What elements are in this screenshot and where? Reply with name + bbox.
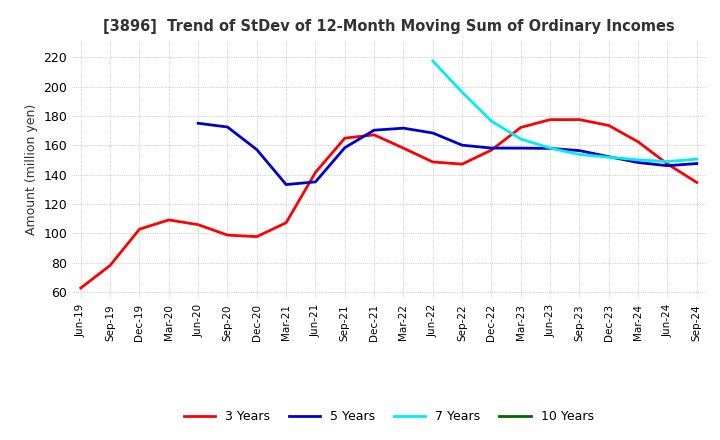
- 3 Years: [135, 227, 144, 232]
- Line: 7 Years: 7 Years: [433, 61, 697, 161]
- 5 Years: [253, 147, 261, 152]
- 3 Years: [194, 222, 202, 227]
- 5 Years: [487, 146, 496, 151]
- 7 Years: [516, 136, 525, 142]
- 5 Years: [605, 154, 613, 159]
- 7 Years: [546, 146, 554, 151]
- 3 Years: [605, 123, 613, 128]
- 5 Years: [693, 161, 701, 166]
- 5 Years: [634, 160, 642, 165]
- 3 Years: [282, 220, 290, 225]
- 3 Years: [399, 146, 408, 151]
- 5 Years: [546, 146, 554, 151]
- 3 Years: [487, 147, 496, 153]
- 7 Years: [428, 59, 437, 64]
- 3 Years: [164, 217, 173, 223]
- Title: [3896]  Trend of StDev of 12-Month Moving Sum of Ordinary Incomes: [3896] Trend of StDev of 12-Month Moving…: [103, 19, 675, 34]
- 5 Years: [575, 148, 584, 153]
- 3 Years: [663, 161, 672, 167]
- 5 Years: [223, 125, 232, 130]
- 5 Years: [516, 146, 525, 151]
- 3 Years: [428, 159, 437, 165]
- 3 Years: [546, 117, 554, 122]
- 7 Years: [575, 152, 584, 157]
- 3 Years: [458, 161, 467, 167]
- 5 Years: [458, 143, 467, 148]
- 3 Years: [76, 286, 85, 291]
- 5 Years: [282, 182, 290, 187]
- Line: 3 Years: 3 Years: [81, 120, 697, 288]
- 3 Years: [575, 117, 584, 122]
- 3 Years: [693, 180, 701, 185]
- 7 Years: [693, 157, 701, 162]
- 5 Years: [663, 163, 672, 169]
- 7 Years: [634, 157, 642, 162]
- 3 Years: [370, 132, 379, 137]
- 7 Years: [663, 159, 672, 164]
- 7 Years: [458, 90, 467, 95]
- 5 Years: [428, 130, 437, 136]
- Legend: 3 Years, 5 Years, 7 Years, 10 Years: 3 Years, 5 Years, 7 Years, 10 Years: [179, 405, 598, 428]
- 3 Years: [311, 170, 320, 175]
- 3 Years: [341, 136, 349, 141]
- 3 Years: [223, 232, 232, 238]
- 5 Years: [399, 125, 408, 131]
- 5 Years: [311, 179, 320, 184]
- 3 Years: [516, 125, 525, 130]
- Line: 5 Years: 5 Years: [198, 123, 697, 184]
- 3 Years: [253, 234, 261, 239]
- 5 Years: [370, 128, 379, 133]
- 5 Years: [341, 145, 349, 150]
- 5 Years: [194, 121, 202, 126]
- 3 Years: [106, 263, 114, 268]
- 7 Years: [487, 118, 496, 124]
- Y-axis label: Amount (million yen): Amount (million yen): [24, 104, 37, 235]
- 3 Years: [634, 139, 642, 144]
- 7 Years: [605, 154, 613, 160]
